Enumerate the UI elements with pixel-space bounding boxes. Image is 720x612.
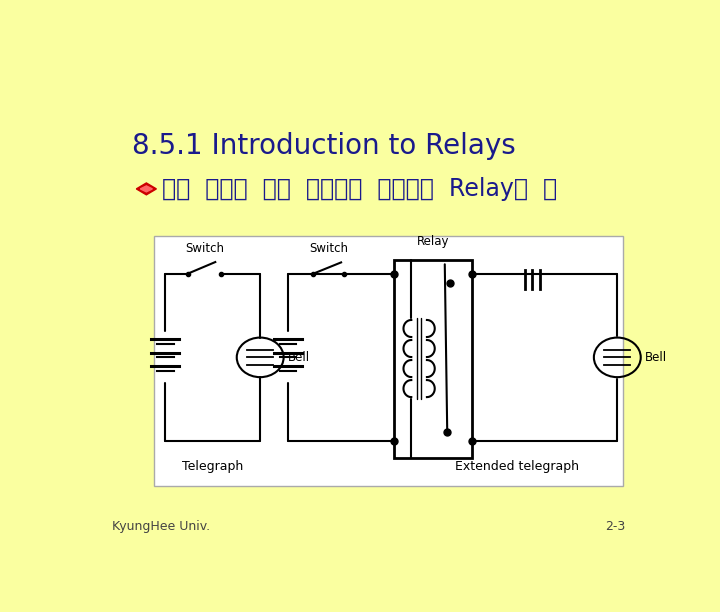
Bar	[154, 236, 623, 486]
Text: KyungHee Univ.: KyungHee Univ.	[112, 520, 210, 533]
Text: Extended telegraph: Extended telegraph	[455, 460, 579, 473]
Polygon shape	[140, 186, 153, 192]
Text: Telegraph: Telegraph	[182, 460, 243, 473]
Text: Bell: Bell	[288, 351, 310, 364]
Text: 2-3: 2-3	[606, 520, 626, 533]
Text: Switch: Switch	[185, 242, 224, 255]
Text: Relay: Relay	[417, 235, 449, 248]
Bar	[394, 259, 472, 458]
Polygon shape	[136, 183, 156, 195]
Text: Switch: Switch	[309, 242, 348, 255]
Text: Bell: Bell	[645, 351, 667, 364]
Text: 8.5.1 Introduction to Relays: 8.5.1 Introduction to Relays	[132, 132, 516, 160]
Text: 제어  회로와  다른  전원으로  구동하는  Relay의  예: 제어 회로와 다른 전원으로 구동하는 Relay의 예	[162, 177, 557, 201]
